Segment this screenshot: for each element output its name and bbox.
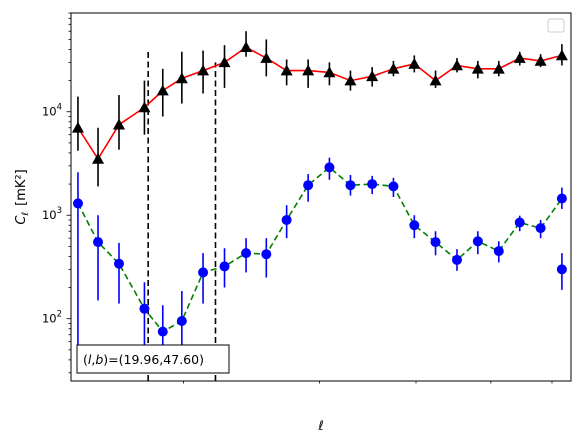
data-point-circle bbox=[515, 218, 525, 228]
y-tick-label: 103 bbox=[42, 206, 62, 222]
y-tick-label: 102 bbox=[42, 310, 62, 326]
annotation-value: )=(19.96,47.60) bbox=[103, 352, 204, 367]
series-line bbox=[78, 47, 562, 159]
data-point-circle bbox=[388, 181, 398, 191]
data-point-circle bbox=[261, 249, 271, 259]
vertical-lines bbox=[148, 52, 580, 381]
data-point-triangle bbox=[72, 122, 84, 133]
data-point-circle bbox=[139, 304, 149, 314]
data-point-circle bbox=[282, 215, 292, 225]
data-point-circle bbox=[93, 237, 103, 247]
x-axis-label: ℓ bbox=[317, 419, 323, 434]
data-point-circle bbox=[452, 255, 462, 265]
data-point-circle bbox=[198, 267, 208, 277]
data-point-triangle bbox=[366, 70, 378, 81]
y-axis-label-unit: [mK²] bbox=[14, 169, 29, 206]
data-point-triangle bbox=[157, 85, 169, 96]
data-point-circle bbox=[220, 261, 230, 271]
data-point-triangle bbox=[240, 41, 252, 52]
data-point-triangle bbox=[219, 56, 231, 67]
data-point-triangle bbox=[514, 52, 526, 63]
data-point-circle bbox=[536, 223, 546, 233]
data-point-circle bbox=[303, 180, 313, 190]
data-point-circle bbox=[494, 246, 504, 256]
data-point-circle bbox=[409, 220, 419, 230]
y-tick-label: 104 bbox=[42, 103, 62, 119]
data-point-circle bbox=[431, 237, 441, 247]
data-point-circle bbox=[557, 194, 567, 204]
data-point-circle bbox=[158, 327, 168, 337]
data-point-triangle bbox=[260, 52, 272, 63]
y-axis-label: Cℓ[mK²] bbox=[14, 169, 31, 224]
series-layer bbox=[72, 31, 568, 366]
data-point-circle bbox=[73, 198, 83, 208]
data-point-circle bbox=[345, 180, 355, 190]
data-point-triangle bbox=[197, 65, 209, 76]
y-axis-label-sub: ℓ bbox=[21, 212, 31, 217]
data-point-triangle bbox=[176, 72, 188, 83]
data-point-circle bbox=[177, 316, 187, 326]
legend-box bbox=[548, 19, 564, 32]
data-point-circle bbox=[324, 162, 334, 172]
coordinate-annotation: (l,b)=(19.96,47.60) bbox=[77, 345, 229, 373]
data-point-circle bbox=[557, 264, 567, 274]
data-point-circle bbox=[473, 236, 483, 246]
data-point-triangle bbox=[430, 75, 442, 86]
data-point-triangle bbox=[451, 59, 463, 70]
data-point-circle bbox=[114, 259, 124, 269]
data-point-circle bbox=[241, 248, 251, 258]
data-point-circle bbox=[367, 179, 377, 189]
data-point-triangle bbox=[92, 153, 104, 164]
data-point-triangle bbox=[113, 119, 125, 130]
data-point-triangle bbox=[556, 49, 568, 60]
annotation-b-symbol: b bbox=[95, 352, 103, 367]
annotation-text: (l,b)=(19.96,47.60) bbox=[83, 352, 204, 367]
series-line bbox=[78, 167, 562, 331]
data-point-triangle bbox=[408, 58, 420, 69]
